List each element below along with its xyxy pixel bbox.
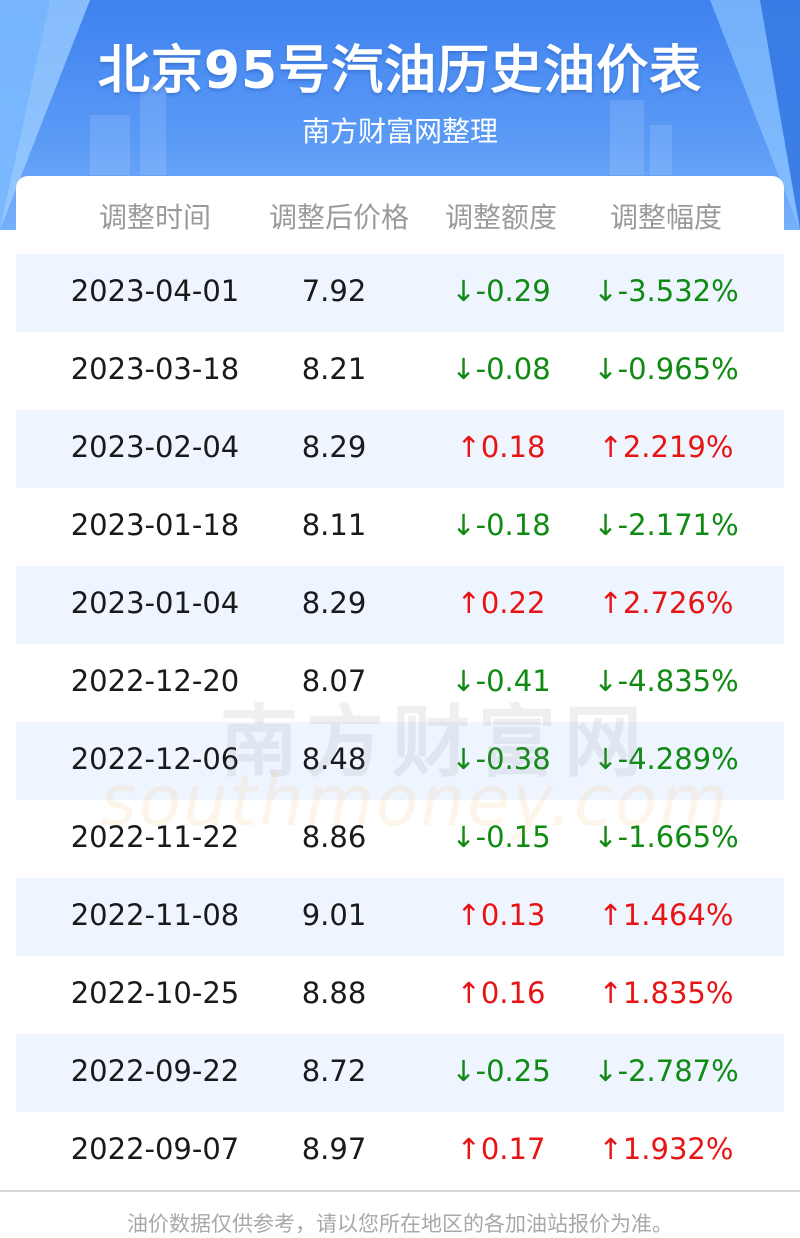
cell-price: 9.01: [301, 898, 367, 932]
page-title: 北京95号汽油历史油价表: [97, 41, 703, 101]
cell-percent: ↓-4.835%: [593, 664, 739, 698]
cell-date: 2022-09-07: [70, 1132, 240, 1166]
column-header-change: 调整额度: [444, 201, 557, 234]
decorative-building: [650, 125, 672, 175]
footer-divider: [0, 1190, 800, 1192]
decorative-building: [140, 85, 166, 175]
cell-date: 2022-11-22: [70, 820, 240, 854]
cell-change: ↓-0.15: [451, 820, 551, 854]
cell-price: 8.29: [301, 586, 367, 620]
table-header: 调整时间 调整后价格 调整额度 调整幅度: [16, 176, 784, 254]
cell-change: ↓-0.18: [451, 508, 551, 542]
cell-date: 2022-12-06: [70, 742, 240, 776]
cell-percent: ↑2.726%: [598, 586, 734, 620]
cell-date: 2023-02-04: [70, 430, 240, 464]
page-subtitle: 南方财富网整理: [301, 115, 498, 148]
cell-change: ↓-0.25: [451, 1054, 551, 1088]
decorative-building: [610, 100, 644, 175]
cell-price: 8.97: [301, 1132, 367, 1166]
cell-change: ↓-0.41: [451, 664, 551, 698]
cell-percent: ↓-3.532%: [593, 274, 739, 308]
cell-percent: ↑1.464%: [598, 898, 734, 932]
cell-change: ↑0.16: [456, 976, 546, 1010]
table-row: 2022-12-06 8.48 ↓-0.38 ↓-4.289%: [16, 722, 784, 800]
cell-percent: ↑1.835%: [598, 976, 734, 1010]
decorative-building: [90, 115, 130, 175]
cell-price: 8.07: [301, 664, 367, 698]
table-row: 2022-10-25 8.88 ↑0.16 ↑1.835%: [16, 956, 784, 1034]
cell-date: 2022-10-25: [70, 976, 240, 1010]
cell-price: 8.88: [301, 976, 367, 1010]
cell-percent: ↑1.932%: [598, 1132, 734, 1166]
cell-change: ↓-0.29: [451, 274, 551, 308]
table-row: 2022-12-20 8.07 ↓-0.41 ↓-4.835%: [16, 644, 784, 722]
price-table-card: 调整时间 调整后价格 调整额度 调整幅度 2023-04-01 7.92 ↓-0.2…: [16, 176, 784, 1190]
cell-date: 2023-01-18: [70, 508, 240, 542]
cell-percent: ↓-2.171%: [593, 508, 739, 542]
cell-percent: ↓-4.289%: [593, 742, 739, 776]
cell-price: 8.11: [301, 508, 367, 542]
cell-change: ↑0.17: [456, 1132, 546, 1166]
cell-change: ↓-0.08: [451, 352, 551, 386]
footer-note: 油价数据仅供参考，请以您所在地区的各加油站报价为准。: [127, 1212, 673, 1236]
table-row: 2022-09-07 8.97 ↑0.17 ↑1.932%: [16, 1112, 784, 1190]
cell-date: 2023-01-04: [70, 586, 240, 620]
cell-percent: ↓-1.665%: [593, 820, 739, 854]
cell-price: 8.21: [301, 352, 367, 386]
cell-change: ↓-0.38: [451, 742, 551, 776]
table-row: 2023-02-04 8.29 ↑0.18 ↑2.219%: [16, 410, 784, 488]
cell-date: 2023-04-01: [70, 274, 240, 308]
cell-date: 2022-09-22: [70, 1054, 240, 1088]
cell-percent: ↑2.219%: [598, 430, 734, 464]
cell-date: 2023-03-18: [70, 352, 240, 386]
table-row: 2022-11-08 9.01 ↑0.13 ↑1.464%: [16, 878, 784, 956]
cell-change: ↑0.13: [456, 898, 546, 932]
table-row: 2023-04-01 7.92 ↓-0.29 ↓-3.532%: [16, 254, 784, 332]
cell-change: ↑0.22: [456, 586, 546, 620]
cell-price: 8.72: [301, 1054, 367, 1088]
cell-percent: ↓-2.787%: [593, 1054, 739, 1088]
column-header-price: 调整后价格: [268, 201, 409, 234]
cell-date: 2022-12-20: [70, 664, 240, 698]
cell-price: 8.86: [301, 820, 367, 854]
cell-date: 2022-11-08: [70, 898, 240, 932]
cell-percent: ↓-0.965%: [593, 352, 739, 386]
column-header-date: 调整时间: [98, 201, 211, 234]
cell-price: 7.92: [301, 274, 367, 308]
table-row: 2022-09-22 8.72 ↓-0.25 ↓-2.787%: [16, 1034, 784, 1112]
cell-price: 8.29: [301, 430, 367, 464]
cell-change: ↑0.18: [456, 430, 546, 464]
column-header-percent: 调整幅度: [609, 201, 722, 234]
table-row: 2023-01-18 8.11 ↓-0.18 ↓-2.171%: [16, 488, 784, 566]
table-row: 2023-01-04 8.29 ↑0.22 ↑2.726%: [16, 566, 784, 644]
cell-price: 8.48: [301, 742, 367, 776]
table-row: 2023-03-18 8.21 ↓-0.08 ↓-0.965%: [16, 332, 784, 410]
table-row: 2022-11-22 8.86 ↓-0.15 ↓-1.665%: [16, 800, 784, 878]
